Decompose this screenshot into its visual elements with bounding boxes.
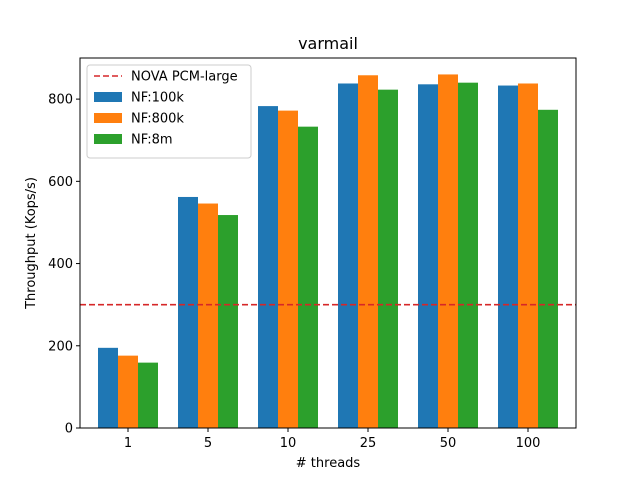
y-tick-label: 600 — [48, 175, 73, 190]
bar-nf-800k-25 — [358, 75, 378, 429]
x-axis-title: # threads — [296, 456, 361, 471]
y-axis-ticks: 0 200 400 600 800 — [48, 93, 80, 437]
x-tick-label: 1 — [124, 436, 132, 451]
plot-frame — [79, 57, 577, 429]
bar-nf-8m-25 — [378, 89, 398, 428]
legend-swatch — [94, 134, 122, 144]
legend-swatch — [94, 113, 122, 123]
bar-nf-800k-5 — [198, 203, 218, 428]
bar-nf-8m-10 — [298, 126, 318, 428]
chart-title: varmail — [298, 34, 358, 53]
bars-group — [98, 74, 558, 429]
legend-swatch — [94, 92, 122, 102]
x-tick-label: 100 — [516, 436, 541, 451]
y-tick-label: 800 — [48, 93, 73, 108]
bar-nf-100k-1 — [98, 347, 118, 428]
x-tick-label: 50 — [440, 436, 457, 451]
bar-nf-100k-25 — [338, 83, 358, 429]
bar-nf-8m-5 — [218, 215, 238, 428]
bar-nf-100k-50 — [418, 84, 438, 428]
bar-nf-8m-1 — [138, 362, 158, 428]
legend: NOVA PCM-large NF:100k NF:800k NF:8m — [86, 64, 252, 159]
bar-nf-100k-5 — [178, 196, 198, 428]
y-axis-title: Throughput (Kops/s) — [24, 177, 39, 310]
x-axis-ticks: 1 5 10 25 50 100 — [124, 428, 541, 451]
bar-nf-100k-100 — [498, 85, 518, 428]
bar-nf-100k-10 — [258, 106, 278, 428]
bar-nf-8m-100 — [538, 109, 558, 429]
x-tick-label: 5 — [204, 436, 212, 451]
y-tick-label: 0 — [65, 422, 73, 437]
y-tick-label: 400 — [48, 257, 73, 272]
legend-label: NF:100k — [131, 91, 184, 106]
bar-nf-800k-1 — [118, 355, 138, 428]
y-tick-label: 200 — [48, 339, 73, 354]
legend-label: NOVA PCM-large — [131, 70, 238, 85]
legend-label: NF:8m — [131, 133, 173, 148]
x-tick-label: 10 — [280, 436, 297, 451]
bar-nf-800k-50 — [438, 74, 458, 428]
legend-label: NF:800k — [131, 112, 184, 127]
legend-box — [86, 64, 252, 159]
bar-nf-800k-100 — [518, 83, 538, 429]
bar-nf-800k-10 — [278, 110, 298, 429]
x-tick-label: 25 — [360, 436, 377, 451]
bar-nf-8m-50 — [458, 82, 478, 429]
